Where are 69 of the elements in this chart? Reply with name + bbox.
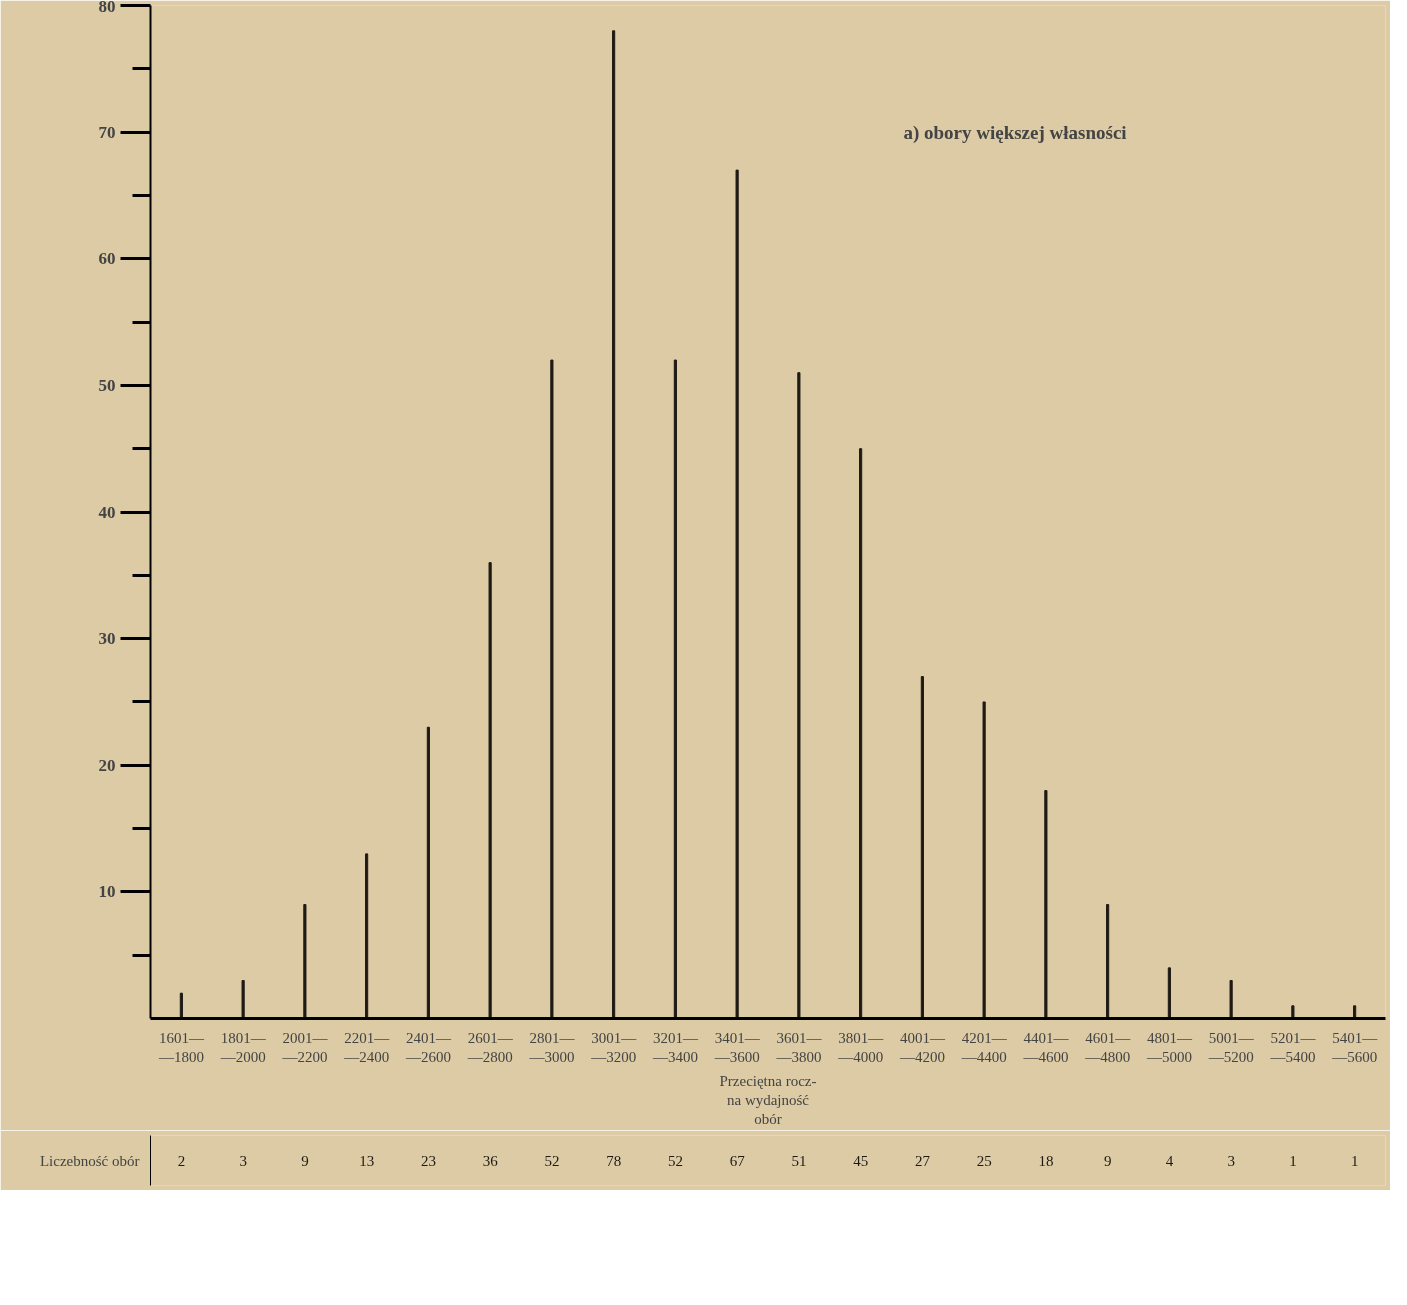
x-tick-label: 2001— —2200 [281, 1029, 329, 1065]
x-tick-label: 4401— —4600 [1022, 1029, 1070, 1065]
annotation: a) obory większej własności [903, 121, 1127, 144]
bar [426, 726, 430, 1019]
bar [1229, 980, 1233, 1019]
x-tick-label: 3801— —4000 [837, 1029, 885, 1065]
x-tick-label: 4001— —4200 [898, 1029, 946, 1065]
x-tick-label: 4201— —4400 [960, 1029, 1008, 1065]
bar [241, 980, 245, 1019]
bar [488, 562, 492, 1019]
text: Liczebność obór [39, 1152, 140, 1169]
data-label: 3 [1227, 1152, 1235, 1169]
x-tick-label: 1801— —2000 [219, 1029, 267, 1065]
x-axis-title: Przeciętna rocz- na wydajność obór [719, 1072, 817, 1128]
data-label: 9 [1103, 1152, 1112, 1169]
bar [303, 904, 307, 1019]
bar [920, 676, 924, 1019]
x-tick-label: 1601— —1800 [157, 1029, 205, 1065]
x-tick-label: 3001— —3200 [590, 1029, 638, 1065]
x-tick-label: 5001— —5200 [1207, 1029, 1255, 1065]
data-label: 23 [420, 1152, 436, 1169]
data-label: 36 [482, 1152, 499, 1169]
x-tick-label: 3601— —3800 [775, 1029, 823, 1065]
x-tick-label: 2801— —3000 [528, 1029, 576, 1065]
bar [1044, 790, 1048, 1019]
data-label: 1 [1350, 1152, 1359, 1169]
data-label: 52 [667, 1152, 683, 1169]
x-tick-label: 3201— —3400 [651, 1029, 699, 1065]
y-tick-label: 20 [98, 755, 116, 775]
bar [550, 359, 554, 1019]
data-label: 25 [976, 1152, 992, 1169]
bar [859, 448, 863, 1019]
data-label: 45 [853, 1152, 869, 1169]
data-label: 52 [544, 1152, 560, 1169]
data-label: 1 [1289, 1152, 1297, 1169]
y-tick-label: 10 [98, 882, 116, 902]
data-label: 78 [606, 1152, 622, 1169]
x-tick-label: 2601— —2800 [466, 1029, 514, 1065]
data-label: 13 [359, 1152, 375, 1169]
y-tick-label: 30 [98, 629, 116, 649]
data-label: 2 [177, 1152, 186, 1169]
data-label: 3 [239, 1152, 247, 1169]
bar [365, 853, 369, 1019]
data-label: 27 [914, 1152, 931, 1169]
x-tick-label: 5401— —5600 [1331, 1029, 1379, 1065]
y-tick-label: 80 [98, 0, 116, 16]
bar [673, 359, 677, 1019]
bar [1291, 1005, 1295, 1019]
x-tick-label: 2201— —2400 [343, 1029, 391, 1065]
y-tick-label: 40 [98, 502, 116, 522]
data-label: 18 [1038, 1152, 1054, 1169]
y-tick-label: 70 [98, 122, 116, 142]
bar [1167, 967, 1171, 1019]
bar [1106, 904, 1110, 1019]
x-tick-label: 3401— —3600 [713, 1029, 761, 1065]
y-tick-label: 50 [98, 375, 116, 395]
x-tick-label: 4601— —4800 [1084, 1029, 1132, 1065]
x-tick-label: 5201— —5400 [1269, 1029, 1317, 1065]
x-tick-label: 2401— —2600 [404, 1029, 452, 1065]
bar [797, 372, 801, 1019]
bar [612, 30, 616, 1019]
bar [735, 169, 739, 1019]
data-label: 9 [301, 1152, 309, 1169]
y-tick-label: 60 [98, 249, 116, 269]
data-label: 4 [1165, 1152, 1174, 1169]
data-label: 51 [791, 1152, 807, 1169]
bar [982, 701, 986, 1019]
data-label: 67 [729, 1152, 746, 1169]
x-tick-label: 4801— —5000 [1145, 1029, 1193, 1065]
